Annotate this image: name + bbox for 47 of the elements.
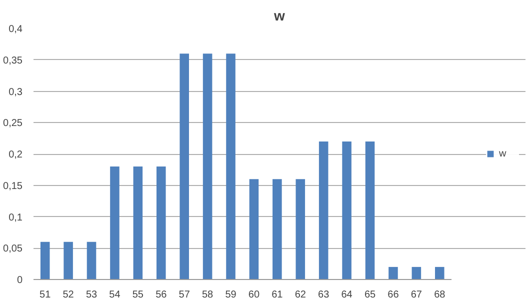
y-tick-label: 0,35 — [3, 55, 23, 66]
x-tick-label: 63 — [318, 290, 330, 300]
x-tick-label: 59 — [225, 290, 237, 300]
y-tick-label: 0,2 — [8, 150, 23, 160]
bar — [86, 242, 96, 280]
x-tick-label: 65 — [364, 290, 376, 300]
x-tick-label: 53 — [86, 290, 98, 300]
bar — [365, 141, 375, 280]
x-tick-label: 68 — [434, 290, 446, 300]
bar — [272, 179, 282, 280]
x-tick-label: 55 — [132, 290, 144, 300]
bar — [110, 166, 120, 280]
x-tick-label: 62 — [294, 290, 306, 300]
x-tick-label: 52 — [62, 290, 74, 300]
bar — [318, 141, 328, 280]
x-tick-label: 56 — [156, 290, 168, 300]
bar — [226, 54, 236, 280]
bar — [249, 179, 259, 280]
x-tick-label: 66 — [388, 290, 400, 300]
bar — [40, 242, 50, 280]
y-tick-label: 0,25 — [3, 118, 23, 130]
x-tick-label: 51 — [40, 290, 52, 300]
bar — [296, 179, 306, 280]
y-tick-label: 0,15 — [3, 180, 23, 192]
bar — [156, 166, 166, 280]
bar — [412, 266, 422, 280]
y-tick-label: 0,3 — [8, 86, 23, 98]
bar — [64, 242, 73, 280]
y-tick-label: 0 — [16, 275, 23, 286]
x-tick-label: 54 — [109, 290, 121, 300]
x-tick-label: 61 — [272, 290, 284, 300]
x-tick-label: 60 — [248, 290, 260, 300]
x-tick-label: 64 — [341, 290, 353, 300]
x-tick-label: 58 — [202, 290, 214, 300]
bar — [388, 266, 398, 280]
x-tick-label: 57 — [178, 290, 190, 300]
bar — [180, 54, 189, 280]
y-tick-label: 0,4 — [8, 24, 23, 35]
bar — [342, 141, 352, 280]
chart-title: w — [273, 8, 286, 24]
x-tick-label: 67 — [410, 290, 422, 300]
bar — [133, 166, 143, 280]
legend-label: w — [499, 148, 508, 159]
bar — [434, 266, 444, 280]
y-tick-label: 0,1 — [8, 212, 23, 224]
y-tick-label: 0,05 — [3, 244, 23, 255]
bar — [202, 54, 212, 280]
